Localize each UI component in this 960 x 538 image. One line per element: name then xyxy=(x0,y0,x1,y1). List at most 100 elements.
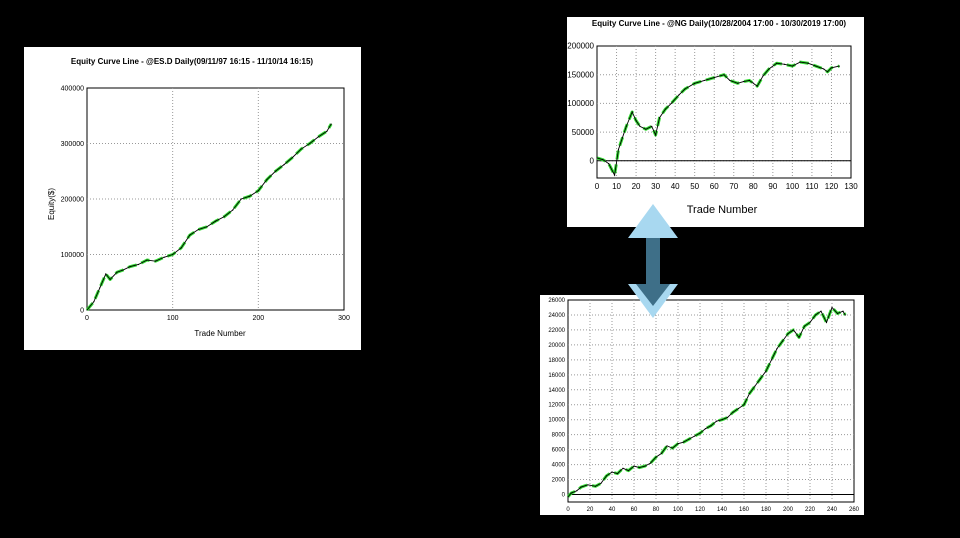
es-equity-chart: Equity Curve Line - @ES.D Daily(09/11/97… xyxy=(47,57,350,338)
equity-point xyxy=(613,174,616,176)
equity-point xyxy=(580,486,582,488)
double-arrow-icon xyxy=(628,204,678,318)
equity-point xyxy=(807,62,809,64)
x-tick-label: 100 xyxy=(167,315,179,322)
equity-point xyxy=(658,117,661,119)
equity-point xyxy=(326,130,328,132)
x-tick-label: 240 xyxy=(827,507,838,513)
equity-point xyxy=(655,134,657,136)
equity-point xyxy=(729,79,731,82)
x-tick-label: 70 xyxy=(729,182,738,191)
equity-point xyxy=(803,325,806,327)
x-axis-label: Trade Number xyxy=(194,329,246,338)
equity-point xyxy=(836,312,839,315)
equity-point xyxy=(798,336,800,339)
equity-point xyxy=(587,484,589,486)
equity-point xyxy=(163,256,165,258)
equity-point xyxy=(699,432,701,434)
y-tick-label: 14000 xyxy=(548,388,565,394)
x-tick-label: 130 xyxy=(844,182,858,191)
equity-point xyxy=(621,137,623,139)
equity-point xyxy=(693,435,696,437)
equity-point xyxy=(682,441,685,443)
x-tick-label: 180 xyxy=(761,507,772,513)
equity-point xyxy=(93,301,95,303)
y-tick-label: 16000 xyxy=(548,373,565,379)
equity-point xyxy=(678,94,680,96)
equity-point xyxy=(743,404,745,406)
equity-point xyxy=(732,411,734,413)
equity-point xyxy=(309,142,311,145)
ng-equity-chart: Equity Curve Line - @NG Daily(10/28/2004… xyxy=(567,19,858,216)
third-equity-chart: 0 20 40 60 80 100 120 140 160 180 200 220 240 260 0 200… xyxy=(548,298,859,513)
x-tick-label: 80 xyxy=(749,182,758,191)
y-tick-label: 400000 xyxy=(61,85,84,92)
x-tick-label: 40 xyxy=(671,182,680,191)
plot-area xyxy=(596,45,852,179)
equity-point xyxy=(576,490,578,492)
equity-point xyxy=(300,148,302,150)
equity-point xyxy=(820,310,822,312)
equity-point xyxy=(633,465,635,467)
y-tick-label: 18000 xyxy=(548,358,565,364)
y-tick-label: 6000 xyxy=(552,448,566,454)
equity-point xyxy=(831,306,833,309)
equity-point xyxy=(627,469,630,472)
x-tick-label: 160 xyxy=(739,507,750,513)
equity-point xyxy=(664,108,666,110)
equity-line xyxy=(567,306,846,498)
equity-point xyxy=(596,157,598,159)
x-tick-label: 200 xyxy=(783,507,794,513)
equity-point xyxy=(266,178,268,181)
equity-point xyxy=(684,88,686,90)
y-tick-label: 150000 xyxy=(567,70,594,79)
equity-point xyxy=(809,321,811,324)
x-tick-label: 10 xyxy=(612,182,621,191)
equity-point xyxy=(721,419,723,421)
equity-point xyxy=(759,377,762,380)
equity-point xyxy=(677,443,679,445)
equity-point xyxy=(617,148,620,150)
x-tick-label: 120 xyxy=(695,507,706,513)
x-tick-label: 20 xyxy=(632,182,641,191)
equity-point xyxy=(823,68,825,70)
equity-point xyxy=(146,259,148,261)
equity-point xyxy=(762,75,764,77)
equity-point xyxy=(776,62,778,64)
y-tick-label: 200000 xyxy=(61,196,84,203)
x-tick-label: 0 xyxy=(595,182,600,191)
x-tick-label: 100 xyxy=(673,507,684,513)
equity-point xyxy=(726,416,729,419)
x-tick-label: 0 xyxy=(85,315,89,322)
equity-point xyxy=(189,234,191,236)
equity-point xyxy=(842,310,844,312)
y-tick-label: 0 xyxy=(590,156,595,165)
y-tick-label: 20000 xyxy=(548,343,565,349)
equity-point xyxy=(240,198,242,200)
y-tick-label: 26000 xyxy=(548,298,565,304)
equity-point xyxy=(622,467,624,469)
equity-point xyxy=(644,465,646,467)
equity-point xyxy=(715,420,718,422)
x-tick-label: 100 xyxy=(786,182,800,191)
equity-point xyxy=(756,85,758,87)
equity-point xyxy=(180,247,182,249)
equity-point xyxy=(770,359,773,361)
plot-area xyxy=(86,87,345,311)
equity-point xyxy=(223,216,225,218)
equity-point xyxy=(799,61,801,63)
chart-title: Equity Curve Line - @ES.D Daily(09/11/97… xyxy=(71,57,313,66)
equity-point xyxy=(776,348,778,350)
equity-point xyxy=(838,65,840,67)
equity-point xyxy=(781,340,784,342)
x-tick-label: 220 xyxy=(805,507,816,513)
equity-point xyxy=(765,370,767,372)
equity-point xyxy=(109,278,111,281)
x-tick-label: 60 xyxy=(631,507,638,513)
y-tick-label: 0 xyxy=(80,307,84,314)
equity-point xyxy=(283,163,285,166)
equity-point xyxy=(815,65,817,67)
equity-point xyxy=(600,482,602,484)
equity-point xyxy=(257,190,259,192)
equity-point xyxy=(814,314,817,316)
